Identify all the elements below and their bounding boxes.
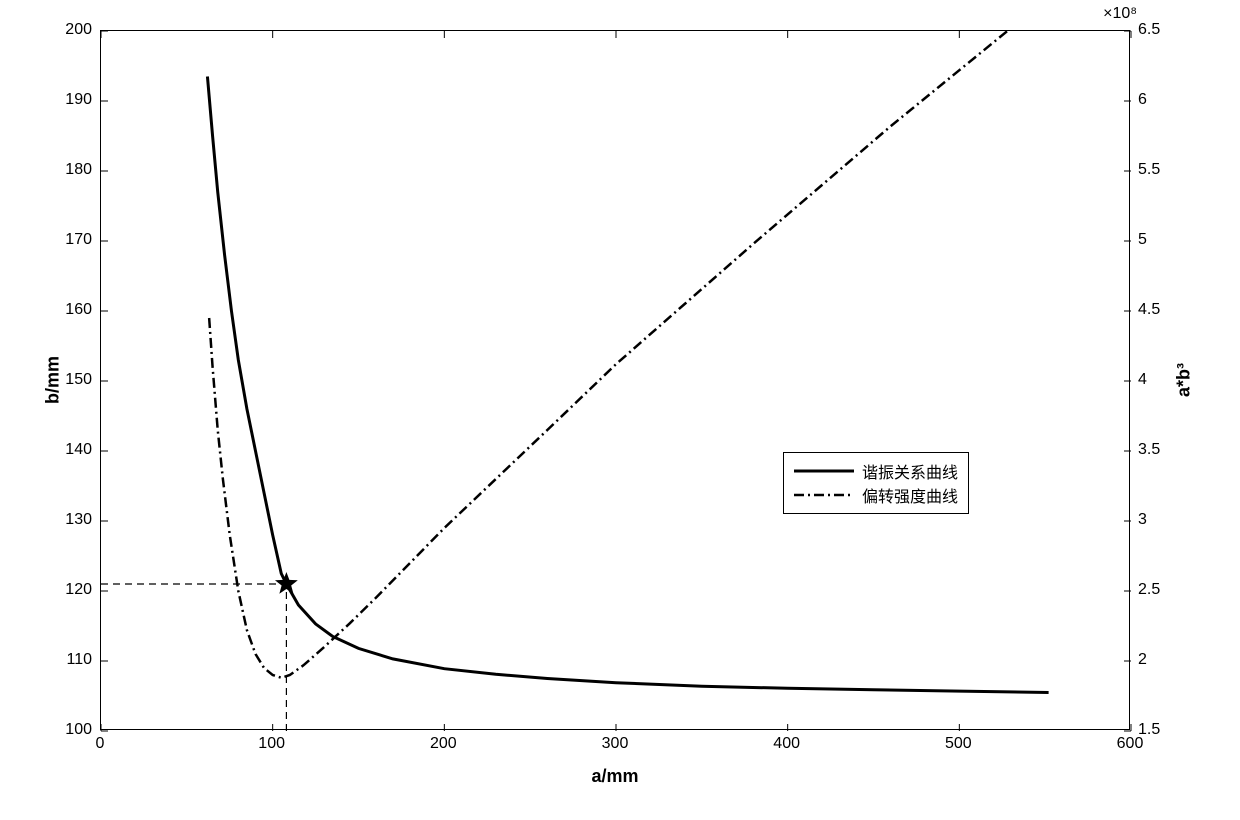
y-left-tick-label: 100 (65, 721, 92, 739)
y-right-tick-label: 5.5 (1138, 161, 1160, 179)
x-tick-label: 100 (258, 735, 285, 753)
y-right-tick-label: 2.5 (1138, 581, 1160, 599)
y-left-tick-label: 150 (65, 371, 92, 389)
y-right-tick-label: 4 (1138, 371, 1147, 389)
y-right-tick-label: 6 (1138, 91, 1147, 109)
y-right-tick-label: 3 (1138, 511, 1147, 529)
resonance-curve (207, 77, 1048, 693)
y-left-tick-label: 130 (65, 511, 92, 529)
y-left-tick-label: 200 (65, 21, 92, 39)
plot-area: a/mm b/mm a*b³ ×10⁸ 谐振关系曲线偏转强度曲线 (100, 30, 1130, 730)
legend-label: 偏转强度曲线 (862, 483, 958, 507)
x-tick-label: 500 (945, 735, 972, 753)
x-tick-label: 400 (773, 735, 800, 753)
chart-container: a/mm b/mm a*b³ ×10⁸ 谐振关系曲线偏转强度曲线 0100200… (100, 30, 1130, 730)
x-axis-label: a/mm (591, 766, 638, 787)
legend-item: 偏转强度曲线 (794, 483, 958, 507)
y-right-tick-label: 1.5 (1138, 721, 1160, 739)
y-right-tick-label: 2 (1138, 651, 1147, 669)
x-tick-label: 200 (430, 735, 457, 753)
y-right-tick-label: 5 (1138, 231, 1147, 249)
y-left-tick-label: 180 (65, 161, 92, 179)
y-left-tick-label: 170 (65, 231, 92, 249)
deflection-curve (209, 31, 1007, 678)
right-axis-exponent: ×10⁸ (1103, 5, 1137, 23)
legend-item: 谐振关系曲线 (794, 459, 958, 483)
x-tick-label: 0 (96, 735, 105, 753)
y-right-tick-label: 6.5 (1138, 21, 1160, 39)
y-left-tick-label: 160 (65, 301, 92, 319)
y-right-tick-label: 4.5 (1138, 301, 1160, 319)
legend: 谐振关系曲线偏转强度曲线 (783, 452, 969, 514)
y-axis-label-left: b/mm (43, 356, 64, 404)
y-right-tick-label: 3.5 (1138, 441, 1160, 459)
y-left-tick-label: 110 (66, 651, 92, 669)
y-axis-label-right: a*b³ (1173, 363, 1194, 397)
x-tick-label: 300 (602, 735, 629, 753)
y-left-tick-label: 190 (65, 91, 92, 109)
y-left-tick-label: 140 (65, 441, 92, 459)
y-left-tick-label: 120 (65, 581, 92, 599)
legend-label: 谐振关系曲线 (862, 459, 958, 483)
chart-svg (101, 31, 1131, 731)
marker-star (275, 572, 298, 594)
